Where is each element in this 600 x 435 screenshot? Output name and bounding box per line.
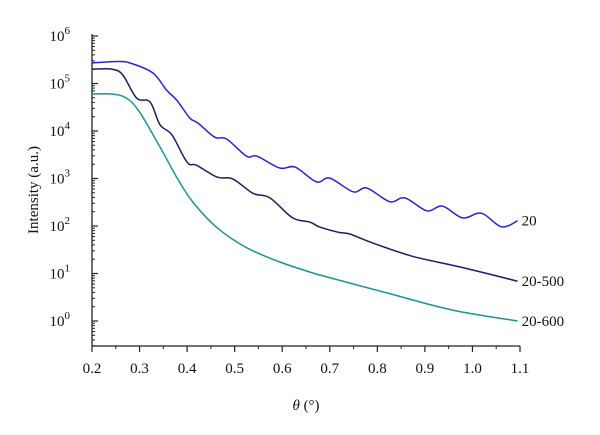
y-tick-label: 101 — [50, 263, 71, 283]
x-axis-label-unit: (°) — [300, 398, 320, 414]
y-tick-label: 103 — [50, 168, 71, 188]
y-tick-label: 100 — [50, 310, 71, 330]
x-axis-label: θ (°) — [292, 398, 319, 414]
x-tick-label: 1.0 — [463, 361, 482, 377]
series-line-20-600 — [91, 92, 518, 322]
series-label-20-500: 20-500 — [522, 274, 565, 290]
series-label-20-600: 20-600 — [522, 314, 565, 330]
x-tick-label: 0.7 — [320, 361, 339, 377]
x-tick-label: 0.5 — [225, 361, 244, 377]
series-label-20: 20 — [522, 214, 537, 230]
axes: 100 101 102 103 104 105 106 0.2 0.3 0.4 0.5 0.6 0.7 0… — [50, 25, 530, 377]
series-line-20 — [91, 60, 518, 228]
x-tick-label: 0.8 — [368, 361, 387, 377]
x-axis-label-symbol: θ — [292, 398, 300, 414]
x-tick-label: 0.9 — [416, 361, 435, 377]
y-axis-label: Intensity (a.u.) — [26, 146, 42, 234]
x-tick-label: 0.4 — [178, 361, 197, 377]
y-tick-label: 105 — [50, 73, 71, 93]
series-lines: 20 20-500 20-600 — [91, 60, 565, 330]
x-tick-label: 0.3 — [130, 361, 149, 377]
x-tick-label: 1.1 — [511, 361, 530, 377]
series-line-20-500 — [91, 68, 518, 282]
x-tick-label: 0.2 — [83, 361, 102, 377]
y-tick-label: 106 — [50, 25, 71, 45]
x-tick-label: 0.6 — [273, 361, 292, 377]
y-tick-label: 104 — [50, 120, 71, 140]
y-tick-label: 102 — [50, 215, 71, 235]
